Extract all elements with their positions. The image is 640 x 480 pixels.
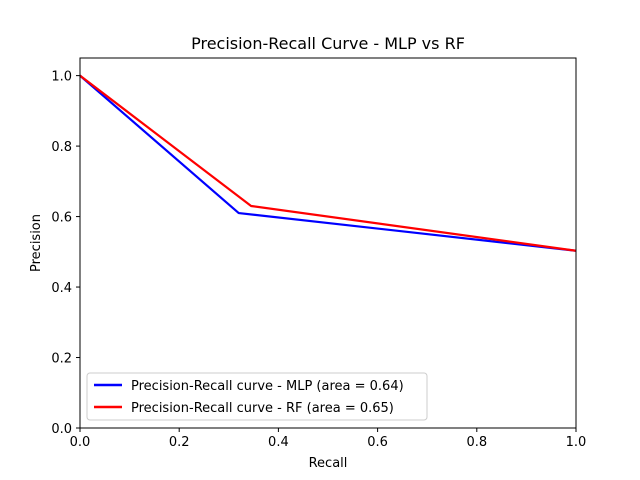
x-tick-label: 0.2 xyxy=(169,435,190,450)
x-tick-label: 0.0 xyxy=(70,435,91,450)
chart-title: Precision-Recall Curve - MLP vs RF xyxy=(191,34,465,53)
y-tick-label: 0.2 xyxy=(51,352,72,367)
x-tick-label: 0.4 xyxy=(268,435,289,450)
y-axis-label: Precision xyxy=(29,214,44,272)
y-tick-label: 0.6 xyxy=(51,211,72,226)
plot-frame xyxy=(79,57,577,429)
y-tick-label: 0.0 xyxy=(51,422,72,437)
legend-label-mlp: Precision-Recall curve - MLP (area = 0.6… xyxy=(131,379,404,394)
x-tick-label: 0.8 xyxy=(466,435,487,450)
legend-label-rf: Precision-Recall curve - RF (area = 0.65… xyxy=(131,401,394,416)
x-tick-label: 1.0 xyxy=(566,435,587,450)
series-line-1 xyxy=(79,74,577,252)
series-line-0 xyxy=(79,74,577,252)
y-tick-label: 0.8 xyxy=(51,140,72,155)
legend: Precision-Recall curve - MLP (area = 0.6… xyxy=(86,372,428,421)
x-axis-label: Recall xyxy=(309,456,348,471)
y-tick-label: 1.0 xyxy=(51,70,72,85)
series-layer xyxy=(79,74,577,252)
x-axis-ticks: 0.0 0.2 0.4 0.6 0.8 1.0 xyxy=(70,428,587,450)
legend-box xyxy=(86,372,428,421)
y-axis-ticks: 0.0 0.2 0.4 0.6 0.8 1.0 xyxy=(51,70,80,437)
y-tick-label: 0.4 xyxy=(51,281,72,296)
x-tick-label: 0.6 xyxy=(367,435,388,450)
